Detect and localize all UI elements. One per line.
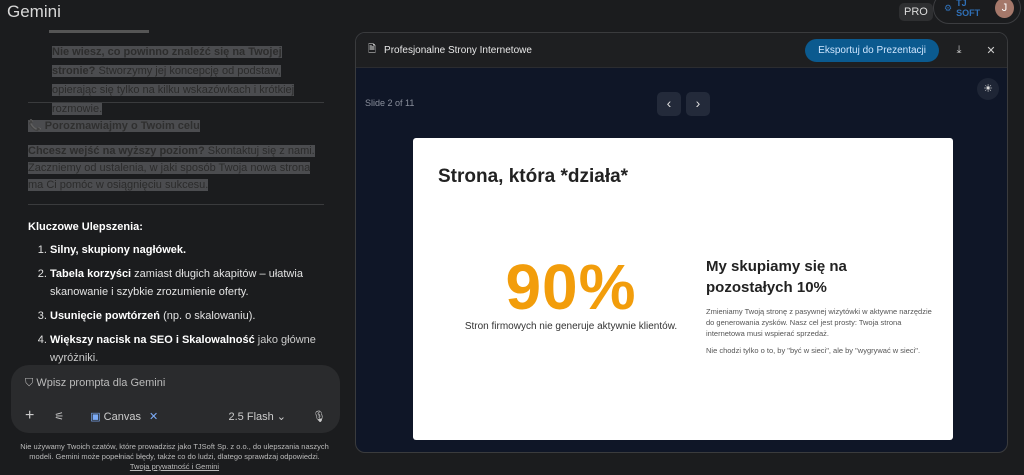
placeholder: Wpisz prompta dla Gemini	[36, 377, 166, 389]
improvements-list: Silny, skupiony nagłówek. Tabela korzyśc…	[34, 241, 324, 373]
list-item: Tabela korzyści zamiast długich akapitów…	[50, 265, 324, 301]
canvas-chip[interactable]: ▣ Canvas	[90, 410, 141, 423]
divider	[49, 30, 149, 33]
privacy-link[interactable]: Twoja prywatność i Gemini	[129, 462, 220, 471]
chat-heading: 📞 Porozmawiajmy o Twoim celu	[28, 119, 200, 132]
list-item: Usunięcie powtórzeń (np. o skalowaniu).	[50, 307, 324, 325]
text: Stworzymy jej koncepcję od podstaw, opie…	[52, 65, 295, 115]
brand-icon: ⚙	[944, 2, 953, 13]
right-heading: My skupiamy się na pozostałych 10%	[706, 258, 847, 296]
bold-text: Chcesz wejść na wyższy poziom?	[28, 145, 205, 157]
phone-icon: 📞	[28, 120, 42, 132]
app-logo[interactable]: Gemini	[7, 2, 61, 21]
next-slide-button[interactable]: ›	[686, 92, 710, 116]
add-icon[interactable]: +	[25, 407, 35, 424]
tools-icon[interactable]: ⚟	[54, 410, 65, 423]
theme-toggle-icon[interactable]: ☀	[977, 78, 999, 100]
microphone-icon[interactable]: 🎙	[312, 410, 326, 423]
list-item: Silny, skupiony nagłówek.	[50, 241, 324, 259]
account-button[interactable]: ⚙ TJ SOFT J	[933, 0, 1021, 24]
prompt-input[interactable]: ⛉ Wpisz prompta dla Gemini	[25, 377, 165, 390]
shield-icon: ⛉	[25, 377, 34, 389]
right-text: Zmieniamy Twoją stronę z pasywnej wizytó…	[706, 307, 932, 355]
close-canvas-icon[interactable]: ✕	[148, 410, 159, 423]
canvas-title: Profesjonalne Strony Internetowe	[384, 44, 532, 56]
stat-caption: Stron firmowych nie generuje aktywnie kl…	[464, 321, 678, 332]
stat-value: 90%	[505, 251, 637, 323]
account-brand: TJ SOFT	[956, 0, 981, 18]
divider	[28, 204, 324, 205]
close-icon[interactable]: ✕	[986, 44, 996, 57]
list-item: Większy nacisk na SEO i Skalowalność jak…	[50, 331, 324, 367]
slide-title: Strona, która *działa*	[438, 166, 629, 187]
list-heading: Kluczowe Ulepszenia:	[28, 221, 143, 233]
model-selector[interactable]: 2.5 Flash ⌄	[228, 410, 287, 423]
heading-text: Porozmawiajmy o Twoim celu	[44, 120, 200, 132]
prev-slide-button[interactable]: ‹	[657, 92, 681, 116]
bold-text: Nie wiesz, co powinno znaleźć się na Two…	[52, 46, 282, 77]
slide-counter: Slide 2 of 11	[365, 98, 415, 108]
avatar[interactable]: J	[995, 0, 1014, 18]
text: Skontaktuj się z nami. Zaczniemy od usta…	[28, 145, 315, 191]
disclaimer: Nie używamy Twoich czatów, które prowadz…	[12, 442, 337, 472]
download-icon[interactable]: ⤓	[956, 43, 962, 56]
pro-badge: PRO	[899, 3, 933, 21]
prompt-box[interactable]: ⛉ Wpisz prompta dla Gemini + ⚟ ▣ Canvas …	[11, 365, 340, 433]
document-icon: 🗎	[368, 43, 377, 55]
canvas-panel: 🗎 Profesjonalne Strony Internetowe Ekspo…	[355, 32, 1008, 453]
chat-paragraph: Chcesz wejść na wyższy poziom? Skontaktu…	[28, 143, 318, 194]
divider	[28, 102, 324, 103]
slide: Strona, która *działa* 90% Stron firmowy…	[413, 138, 953, 440]
chat-paragraph: Nie wiesz, co powinno znaleźć się na Two…	[52, 43, 312, 119]
export-button[interactable]: Eksportuj do Prezentacji	[805, 38, 939, 62]
